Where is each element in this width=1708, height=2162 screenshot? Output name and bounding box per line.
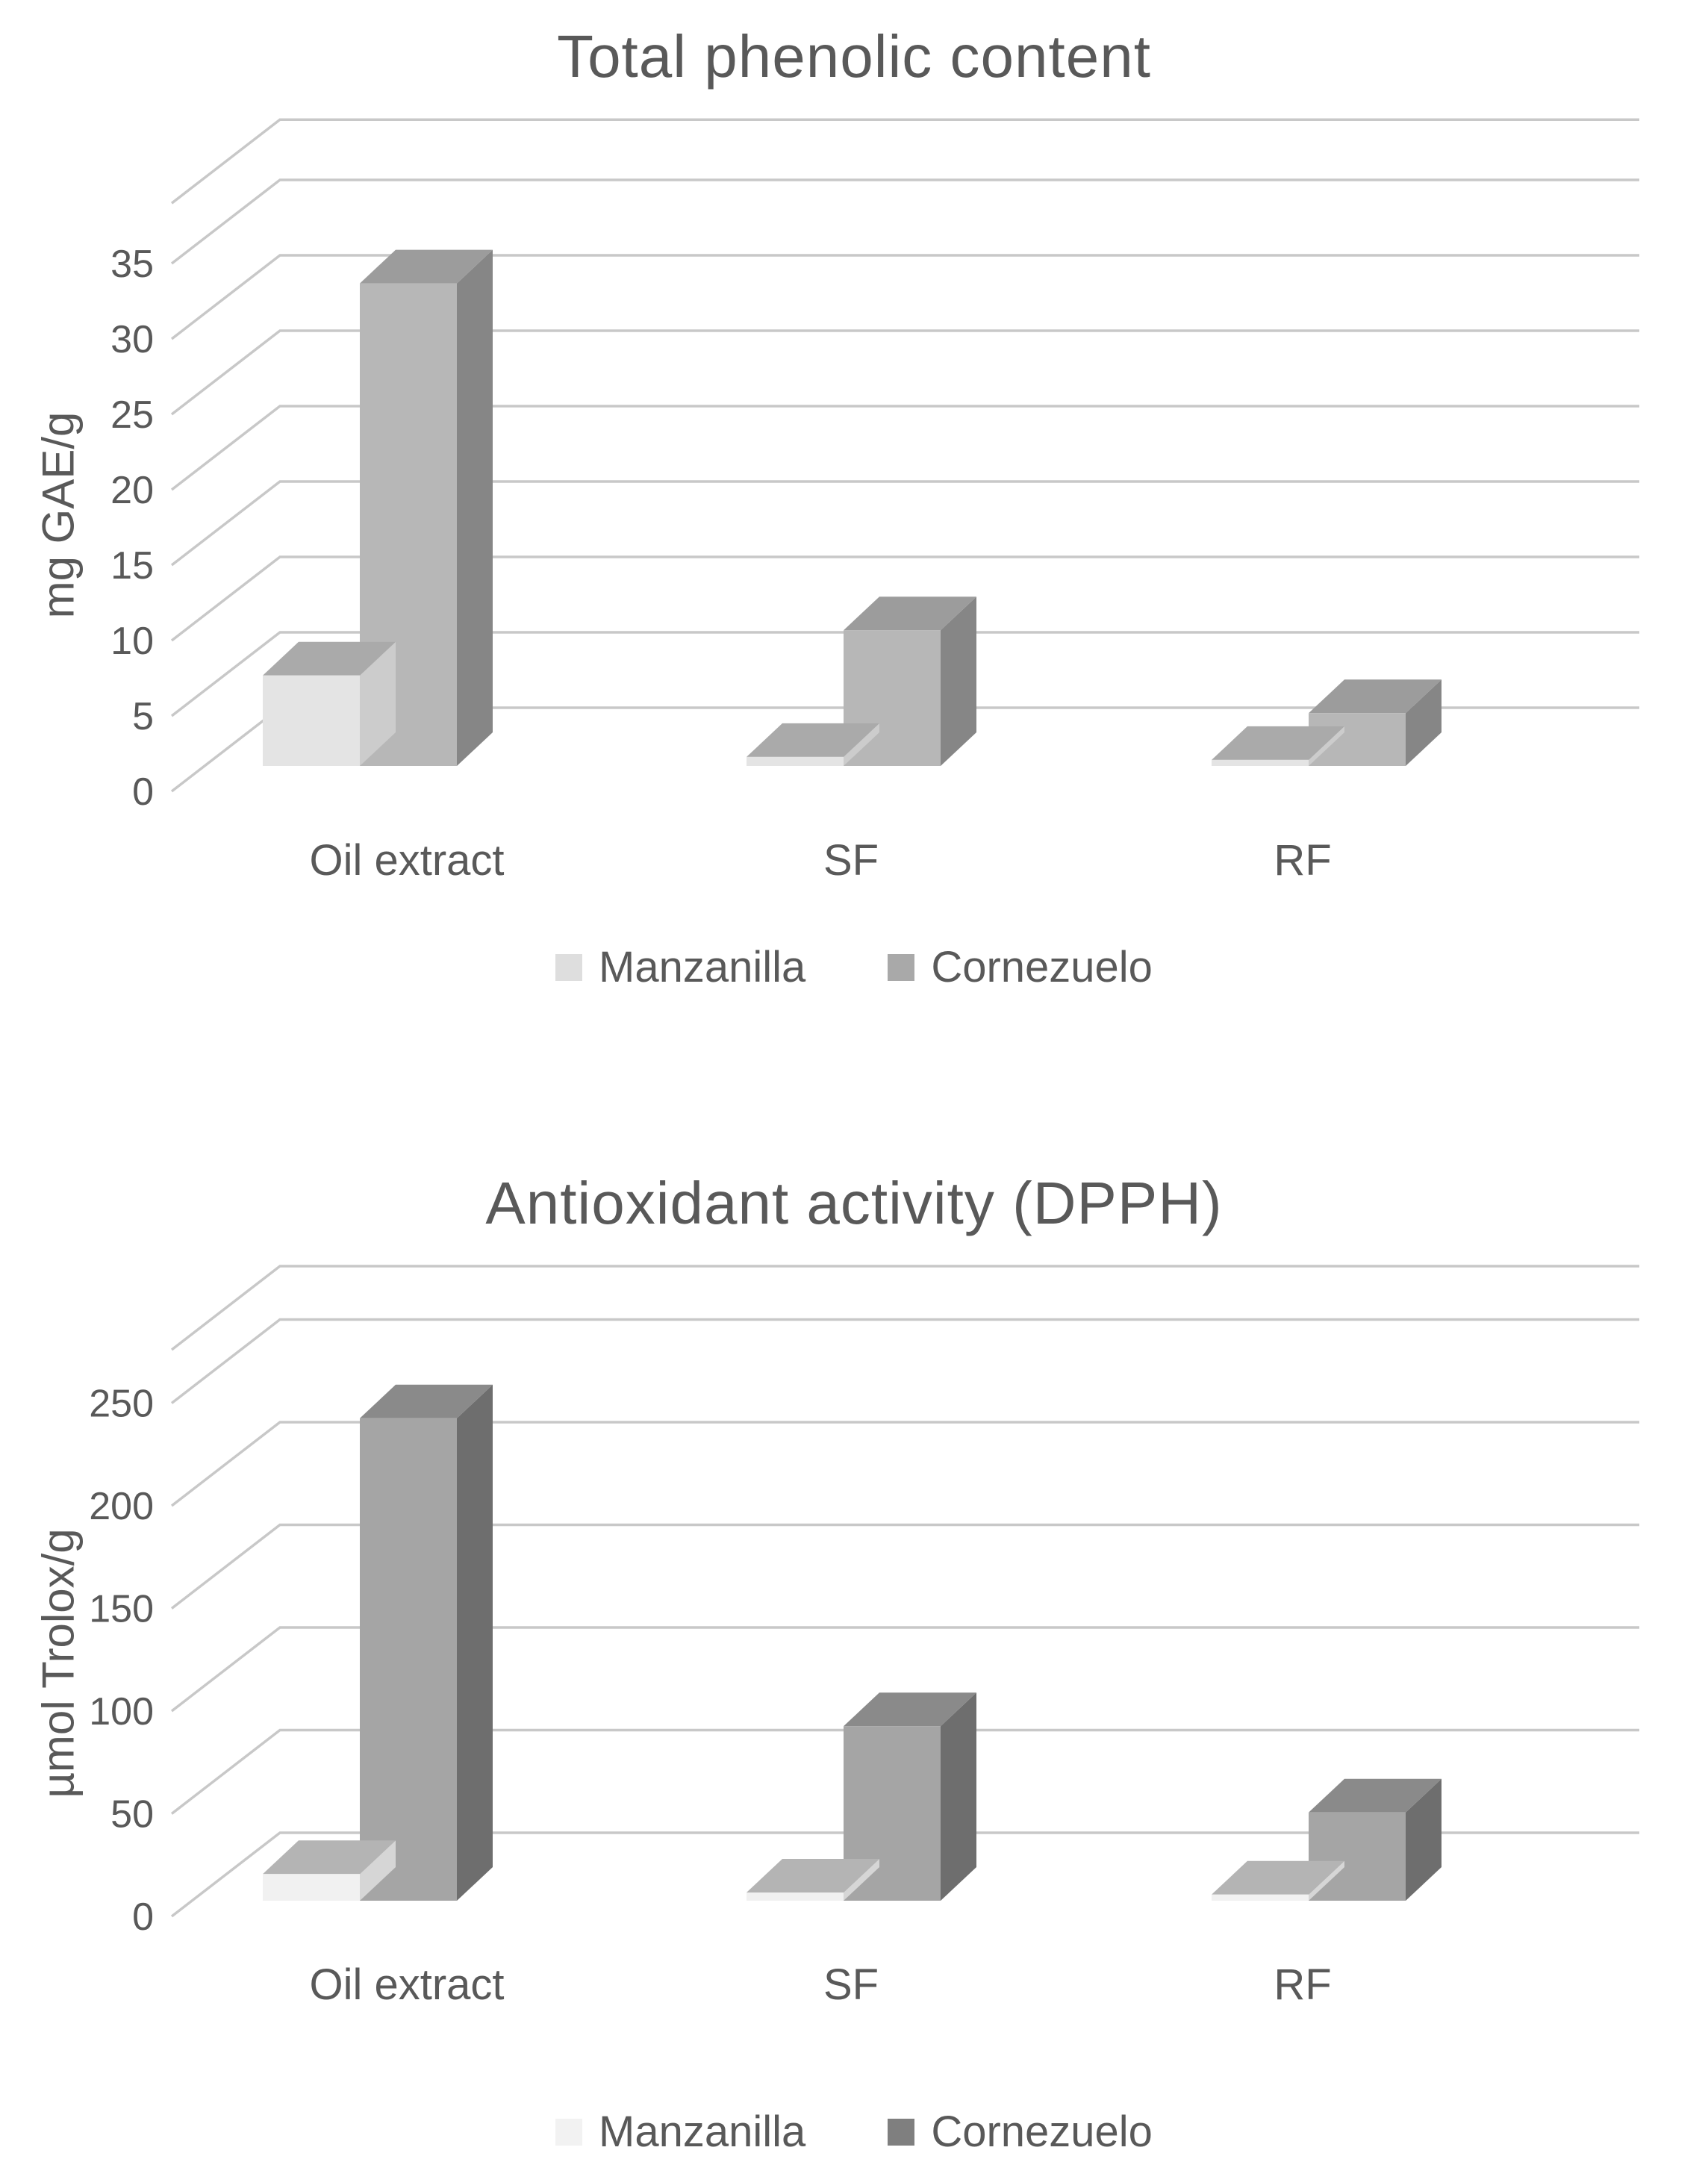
chart2-gridline-100 xyxy=(170,1626,1639,1713)
bar-cornezuelo-oil-extract-top xyxy=(360,1384,493,1418)
chart1-y-axis-title: mg GAE/g xyxy=(33,411,84,619)
bar-manzanilla-sf-top xyxy=(747,1859,879,1892)
cornezuelo-swatch-icon xyxy=(888,953,915,981)
legend-item-cornezuelo: Cornezuelo xyxy=(888,2107,1153,2157)
chart1-title: Total phenolic content xyxy=(557,23,1151,90)
chart1-gridline-25 xyxy=(170,329,1639,416)
bar-manzanilla-rf-front xyxy=(1212,759,1309,766)
legend-label: Manzanilla xyxy=(599,2108,806,2156)
chart2-ytick-100: 100 xyxy=(89,1690,154,1733)
chart2-ytick-150: 150 xyxy=(89,1588,154,1631)
bar-manzanilla-oil-extract-side xyxy=(360,641,396,766)
bar-manzanilla-sf-side xyxy=(844,723,879,766)
bar-cornezuelo-rf-top xyxy=(1309,1778,1441,1813)
bar-manzanilla-rf-front xyxy=(1212,1894,1309,1901)
bar-manzanilla-sf-side xyxy=(844,1859,879,1901)
bar-manzanilla-oil-extract-top xyxy=(263,1840,396,1875)
chart2-gridline-150 xyxy=(170,1523,1639,1610)
chart1-ceiling-line xyxy=(170,118,1639,205)
chart1-ytick-30: 30 xyxy=(110,318,154,361)
bar-manzanilla-oil-extract-front xyxy=(263,1874,360,1901)
chart1-ytick-10: 10 xyxy=(110,620,154,663)
chart1-gridline-5 xyxy=(170,631,1639,717)
chart1-ytick-35: 35 xyxy=(110,243,154,286)
chart1-gridline-30 xyxy=(170,254,1639,340)
manzanilla-swatch-icon xyxy=(555,953,583,981)
chart2-category-sf: SF xyxy=(823,1960,879,2009)
chart2-ytick-250: 250 xyxy=(89,1383,154,1426)
bar-cornezuelo-rf-side xyxy=(1406,679,1441,766)
chart1-gridline-20 xyxy=(170,405,1639,491)
bar-manzanilla-sf-front xyxy=(747,756,844,766)
legend-item-manzanilla: Manzanilla xyxy=(555,2107,805,2157)
bar-cornezuelo-oil-extract-side xyxy=(457,249,493,767)
chart2-ytick-200: 200 xyxy=(89,1485,154,1528)
chart2-ceiling-line xyxy=(170,1265,1639,1351)
chart2-category-oil-extract: Oil extract xyxy=(309,1960,504,2009)
chart1-ytick-15: 15 xyxy=(110,544,154,588)
bar-cornezuelo-sf-top xyxy=(844,1692,976,1727)
bar-manzanilla-rf-top xyxy=(1212,726,1344,760)
chart2-gridline-0 xyxy=(170,1831,1639,1918)
manzanilla-swatch-icon xyxy=(555,2118,583,2146)
bar-cornezuelo-sf-top xyxy=(844,596,976,631)
chart1-gridline-15 xyxy=(170,480,1639,567)
legend-label: Cornezuelo xyxy=(931,2108,1153,2156)
bar-cornezuelo-rf-side xyxy=(1406,1778,1441,1901)
chart1-category-sf: SF xyxy=(823,836,879,885)
bar-cornezuelo-oil-extract-front xyxy=(360,1418,457,1901)
legend-label: Manzanilla xyxy=(599,943,806,991)
bar-manzanilla-rf-top xyxy=(1212,1860,1344,1895)
legend-item-manzanilla: Manzanilla xyxy=(555,942,805,992)
chart1-gridline-35 xyxy=(170,178,1639,265)
chart1-gridline-10 xyxy=(170,555,1639,642)
chart2-ytick-0: 0 xyxy=(132,1895,154,1939)
chart2-gridline-200 xyxy=(170,1421,1639,1507)
bar-cornezuelo-oil-extract-top xyxy=(360,249,493,284)
bar-cornezuelo-sf-side xyxy=(941,1692,976,1901)
chart1-ytick-5: 5 xyxy=(132,695,154,738)
chart2-category-rf: RF xyxy=(1274,1960,1331,2009)
chart1-legend: Manzanilla Cornezuelo xyxy=(0,942,1708,992)
bar-cornezuelo-sf-side xyxy=(941,596,976,766)
bar-manzanilla-sf-front xyxy=(747,1892,844,1901)
bar-manzanilla-rf-side xyxy=(1309,726,1344,766)
legend-label: Cornezuelo xyxy=(931,943,1153,991)
bar-manzanilla-oil-extract-side xyxy=(360,1840,396,1901)
bar-cornezuelo-rf-top xyxy=(1309,679,1441,714)
chart1-ytick-20: 20 xyxy=(110,469,154,512)
chart1-ytick-0: 0 xyxy=(132,770,154,814)
legend-item-cornezuelo: Cornezuelo xyxy=(888,942,1153,992)
cornezuelo-swatch-icon xyxy=(888,2118,915,2146)
bar-manzanilla-sf-top xyxy=(747,723,879,757)
chart2-title: Antioxidant activity (DPPH) xyxy=(485,1170,1223,1236)
bar-manzanilla-oil-extract-top xyxy=(263,641,396,676)
bar-manzanilla-oil-extract-front xyxy=(263,675,360,766)
chart2-y-axis-title: µmol Trolox/g xyxy=(33,1528,84,1798)
chart1-category-oil-extract: Oil extract xyxy=(309,836,504,885)
chart1-category-rf: RF xyxy=(1274,836,1331,885)
chart2-legend: Manzanilla Cornezuelo xyxy=(0,2107,1708,2157)
bar-cornezuelo-oil-extract-side xyxy=(457,1384,493,1901)
bar-manzanilla-rf-side xyxy=(1309,1860,1344,1901)
chart2-gridline-250 xyxy=(170,1318,1639,1404)
bar-cornezuelo-rf-front xyxy=(1309,1812,1406,1901)
chart1-ytick-25: 25 xyxy=(110,393,154,437)
chart2-gridline-50 xyxy=(170,1728,1639,1815)
chart2-ytick-50: 50 xyxy=(110,1793,154,1837)
